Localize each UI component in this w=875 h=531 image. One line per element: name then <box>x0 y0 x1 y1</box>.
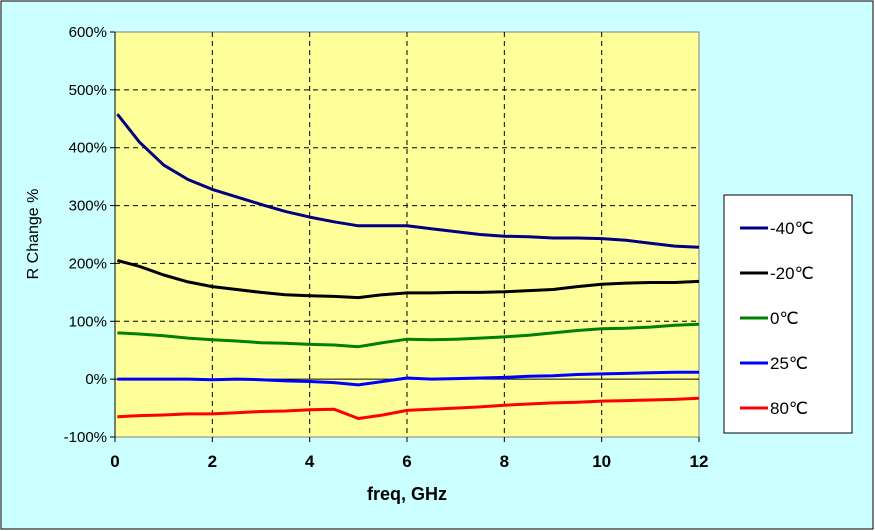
x-tick-labels: 0 2 4 6 8 10 12 <box>110 452 708 471</box>
x-axis-label: freq, GHz <box>367 484 447 504</box>
x-tick-label: 10 <box>592 452 611 471</box>
series-line-1 <box>117 259 700 300</box>
legend-label: -20℃ <box>770 264 814 283</box>
series-lines <box>116 113 700 420</box>
series-line-4 <box>117 396 700 420</box>
y-tick-label: 200% <box>69 255 107 272</box>
y-tick-label: 600% <box>69 24 107 41</box>
x-tick-label: 8 <box>500 452 509 471</box>
x-tick-label: 0 <box>110 452 119 471</box>
series-line-3 <box>117 370 699 387</box>
series-line-0 <box>116 113 700 249</box>
y-tick-label: 500% <box>69 82 107 99</box>
y-tick-label: 100% <box>69 313 107 330</box>
grid-lines <box>115 32 699 437</box>
x-tick-label: 2 <box>208 452 217 471</box>
x-tick-label: 4 <box>305 452 315 471</box>
legend-box <box>723 194 853 434</box>
legend: -40℃ -20℃ 0℃ 25℃ 80℃ <box>723 194 853 434</box>
y-tick-label: -100% <box>64 429 107 446</box>
legend-label: 25℃ <box>770 354 808 373</box>
y-tick-labels: -100% 0% 100% 200% 300% 400% 500% 600% <box>64 24 107 446</box>
x-tick-label: 6 <box>402 452 411 471</box>
legend-label: -40℃ <box>770 219 814 238</box>
legend-label: 0℃ <box>770 309 799 328</box>
y-axis-label: R Change % <box>25 189 42 280</box>
y-tick-label: 300% <box>69 198 107 215</box>
y-tick-label: 0% <box>85 371 107 388</box>
legend-items: -40℃ -20℃ 0℃ 25℃ 80℃ <box>740 219 814 418</box>
x-tick-label: 12 <box>690 452 709 471</box>
series-line-2 <box>117 322 700 349</box>
legend-label: 80℃ <box>770 399 808 418</box>
y-tick-label: 400% <box>69 140 107 157</box>
